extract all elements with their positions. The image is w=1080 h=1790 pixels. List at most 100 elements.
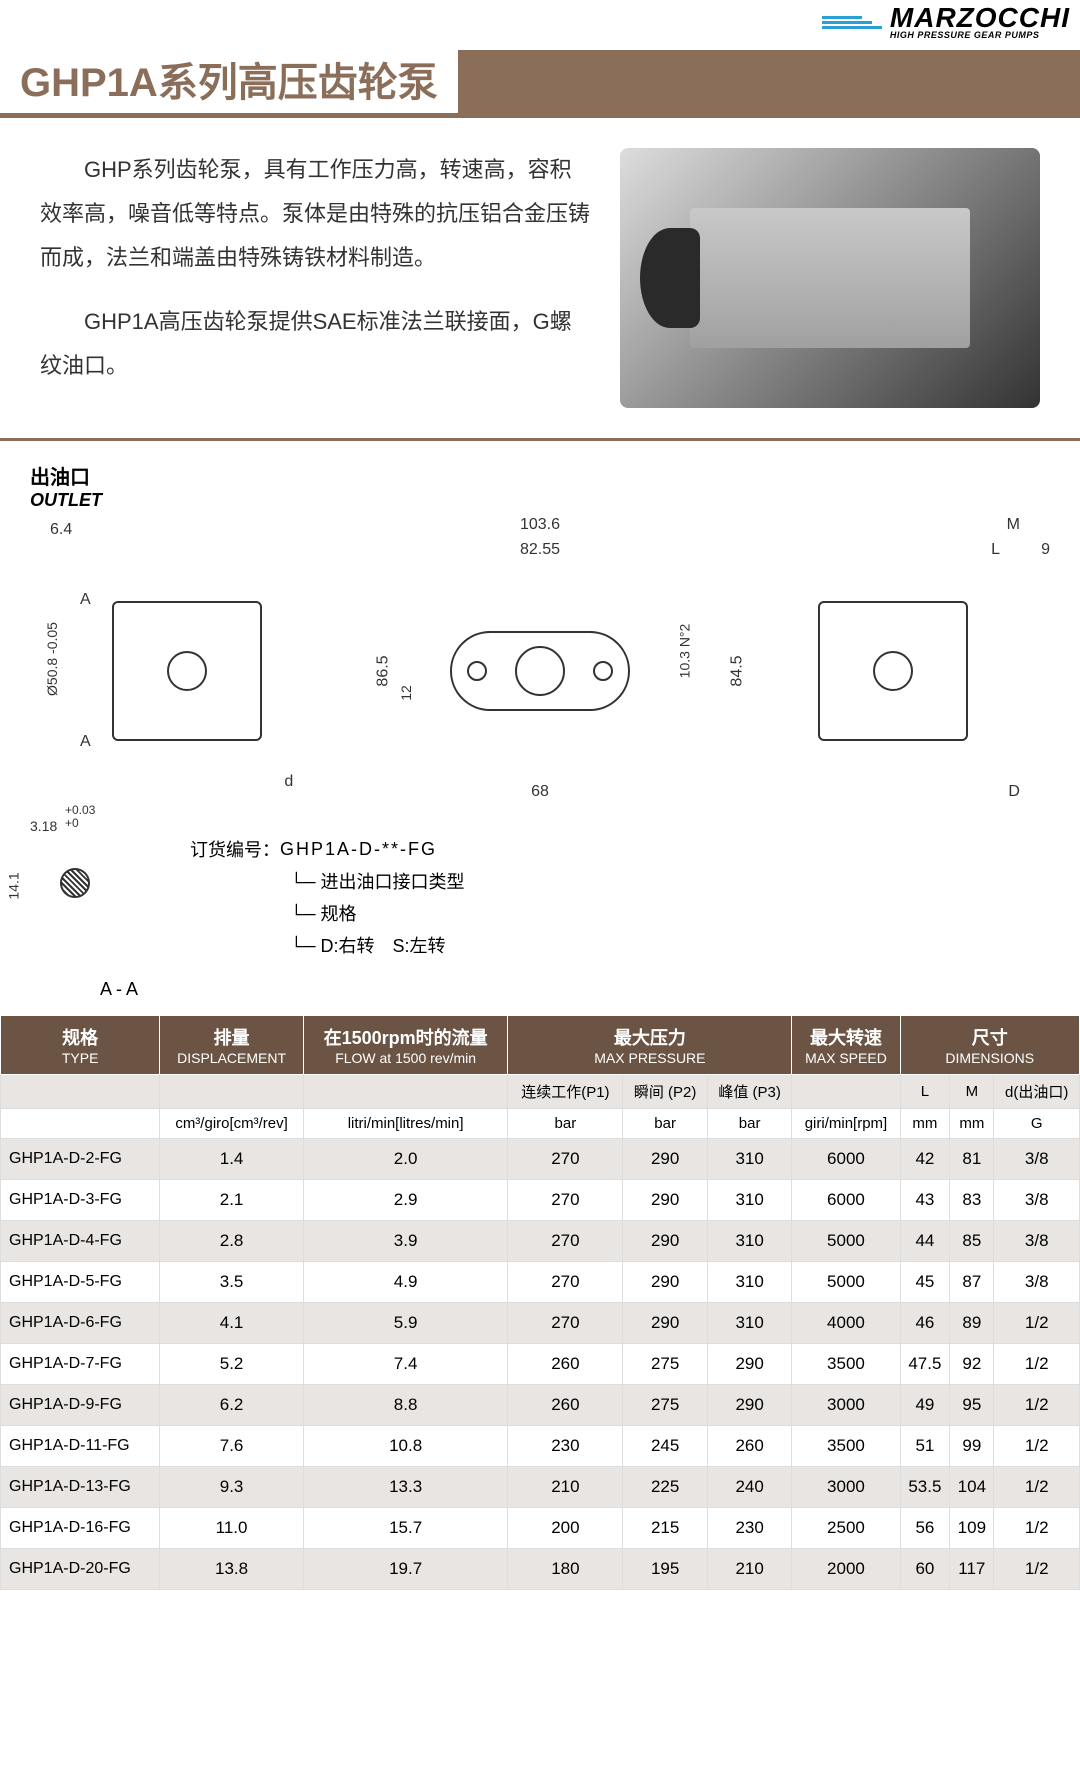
- cell-flow: 13.3: [303, 1467, 508, 1508]
- brand-header: MARZOCCHI HIGH PRESSURE GEAR PUMPS: [0, 0, 1080, 45]
- dim-14-1: 14.1: [6, 872, 22, 899]
- cell-d: 3/8: [994, 1221, 1080, 1262]
- cell-p2: 275: [623, 1385, 708, 1426]
- cell-type: GHP1A-D-4-FG: [1, 1221, 160, 1262]
- cell-M: 109: [950, 1508, 994, 1549]
- cell-p3: 230: [707, 1508, 792, 1549]
- unit-mm1: mm: [900, 1109, 950, 1139]
- cell-disp: 3.5: [160, 1262, 304, 1303]
- unit-bar3: bar: [707, 1109, 792, 1139]
- cell-speed: 3000: [792, 1467, 900, 1508]
- cell-flow: 15.7: [303, 1508, 508, 1549]
- cell-speed: 3000: [792, 1385, 900, 1426]
- outlet-label: 出油口 OUTLET: [0, 441, 1080, 521]
- cell-p1: 270: [508, 1180, 623, 1221]
- sub-p1: 连续工作(P1): [508, 1075, 623, 1109]
- cell-p3: 310: [707, 1180, 792, 1221]
- th-type: 规格TYPE: [1, 1016, 160, 1075]
- cell-M: 87: [950, 1262, 994, 1303]
- th-speed: 最大转速MAX SPEED: [792, 1016, 900, 1075]
- cell-disp: 1.4: [160, 1139, 304, 1180]
- intro-section: GHP系列齿轮泵，具有工作压力高，转速高，容积效率高，噪音低等特点。泵体是由特殊…: [0, 118, 1080, 441]
- dim-3-18: 3.18: [30, 818, 57, 834]
- cell-L: 53.5: [900, 1467, 950, 1508]
- cell-p3: 260: [707, 1426, 792, 1467]
- cell-p2: 215: [623, 1508, 708, 1549]
- cell-type: GHP1A-D-6-FG: [1, 1303, 160, 1344]
- cell-type: GHP1A-D-16-FG: [1, 1508, 160, 1549]
- cell-p1: 200: [508, 1508, 623, 1549]
- dim-L: L: [991, 541, 1000, 559]
- cell-M: 95: [950, 1385, 994, 1426]
- spec-table: 规格TYPE 排量DISPLACEMENT 在1500rpm时的流量FLOW a…: [0, 1015, 1080, 1590]
- cell-L: 43: [900, 1180, 950, 1221]
- cell-flow: 8.8: [303, 1385, 508, 1426]
- cell-disp: 11.0: [160, 1508, 304, 1549]
- cell-flow: 5.9: [303, 1303, 508, 1344]
- unit-g: G: [994, 1109, 1080, 1139]
- sub-d: d(出油口): [994, 1075, 1080, 1109]
- unit-flow: litri/min[litres/min]: [303, 1109, 508, 1139]
- cell-disp: 5.2: [160, 1344, 304, 1385]
- cell-L: 44: [900, 1221, 950, 1262]
- cell-p2: 225: [623, 1467, 708, 1508]
- intro-p1: GHP系列齿轮泵，具有工作压力高，转速高，容积效率高，噪音低等特点。泵体是由特殊…: [40, 148, 590, 280]
- logo-brand: MARZOCCHI: [890, 5, 1070, 30]
- dim-84-5: 84.5: [728, 656, 746, 687]
- pump-flange-graphic: [640, 228, 700, 328]
- order-notes: └─ 进出油口接口类型 └─ 规格 └─ D:右转 S:左转: [290, 868, 465, 958]
- table-row: GHP1A-D-7-FG5.27.4260275290350047.5921/2: [1, 1344, 1080, 1385]
- table-row: GHP1A-D-11-FG7.610.8230245260350051991/2: [1, 1426, 1080, 1467]
- cell-type: GHP1A-D-5-FG: [1, 1262, 160, 1303]
- cell-p3: 310: [707, 1262, 792, 1303]
- cell-p1: 270: [508, 1303, 623, 1344]
- cell-d: 3/8: [994, 1139, 1080, 1180]
- logo-block: MARZOCCHI HIGH PRESSURE GEAR PUMPS: [890, 5, 1070, 40]
- cell-type: GHP1A-D-20-FG: [1, 1549, 160, 1590]
- order-note3: D:右转 S:左转: [321, 936, 446, 956]
- table-row: GHP1A-D-3-FG2.12.9270290310600043833/8: [1, 1180, 1080, 1221]
- order-note2: 规格: [321, 904, 357, 924]
- cell-flow: 19.7: [303, 1549, 508, 1590]
- dim-103-6: 103.6: [520, 516, 560, 534]
- drawing-side-view: 6.4 Ø50.8 -0.05 d A A: [20, 531, 353, 811]
- cell-L: 49: [900, 1385, 950, 1426]
- cell-L: 56: [900, 1508, 950, 1549]
- cell-M: 92: [950, 1344, 994, 1385]
- unit-bar2: bar: [623, 1109, 708, 1139]
- unit-mm2: mm: [950, 1109, 994, 1139]
- cell-d: 1/2: [994, 1549, 1080, 1590]
- cell-L: 42: [900, 1139, 950, 1180]
- sub-p2: 瞬间 (P2): [623, 1075, 708, 1109]
- flange-front-outline: [450, 631, 630, 711]
- table-row: GHP1A-D-5-FG3.54.9270290310500045873/8: [1, 1262, 1080, 1303]
- table-row: GHP1A-D-16-FG11.015.72002152302500561091…: [1, 1508, 1080, 1549]
- cell-L: 47.5: [900, 1344, 950, 1385]
- dim-82-55: 82.55: [520, 541, 560, 559]
- cell-p2: 290: [623, 1139, 708, 1180]
- cell-disp: 6.2: [160, 1385, 304, 1426]
- cell-flow: 10.8: [303, 1426, 508, 1467]
- pump-port-icon: [873, 651, 913, 691]
- center-hub-icon: [515, 646, 565, 696]
- cell-d: 1/2: [994, 1508, 1080, 1549]
- dim-6-4: 6.4: [50, 521, 72, 539]
- cell-p1: 260: [508, 1385, 623, 1426]
- dim-D: D: [1008, 783, 1020, 801]
- cell-disp: 13.8: [160, 1549, 304, 1590]
- table-row: GHP1A-D-9-FG6.28.8260275290300049951/2: [1, 1385, 1080, 1426]
- cell-type: GHP1A-D-11-FG: [1, 1426, 160, 1467]
- cell-disp: 2.1: [160, 1180, 304, 1221]
- pump-body-graphic: [690, 208, 970, 348]
- table-header: 规格TYPE 排量DISPLACEMENT 在1500rpm时的流量FLOW a…: [1, 1016, 1080, 1075]
- section-A-top: A: [80, 591, 91, 609]
- pump-side-outline: [112, 601, 262, 741]
- cell-M: 89: [950, 1303, 994, 1344]
- cell-M: 81: [950, 1139, 994, 1180]
- section-aa-label: A - A: [0, 974, 1080, 1015]
- cell-type: GHP1A-D-3-FG: [1, 1180, 160, 1221]
- cell-type: GHP1A-D-7-FG: [1, 1344, 160, 1385]
- cell-d: 1/2: [994, 1344, 1080, 1385]
- shaft-circle-icon: [60, 868, 90, 898]
- cell-type: GHP1A-D-2-FG: [1, 1139, 160, 1180]
